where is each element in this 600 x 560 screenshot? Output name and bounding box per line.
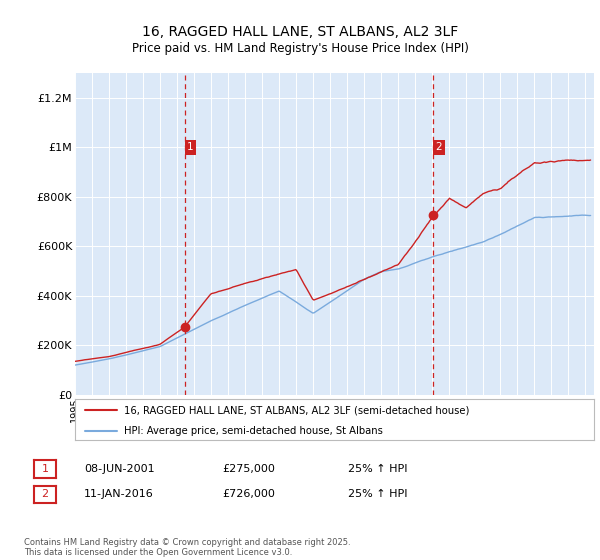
Text: 1: 1 <box>187 142 194 152</box>
Text: 2: 2 <box>41 489 49 500</box>
Text: 11-JAN-2016: 11-JAN-2016 <box>84 489 154 500</box>
Text: 2: 2 <box>436 142 442 152</box>
Text: 16, RAGGED HALL LANE, ST ALBANS, AL2 3LF: 16, RAGGED HALL LANE, ST ALBANS, AL2 3LF <box>142 25 458 39</box>
Text: 08-JUN-2001: 08-JUN-2001 <box>84 464 155 474</box>
Text: £275,000: £275,000 <box>222 464 275 474</box>
Text: 16, RAGGED HALL LANE, ST ALBANS, AL2 3LF (semi-detached house): 16, RAGGED HALL LANE, ST ALBANS, AL2 3LF… <box>124 405 470 415</box>
Text: 25% ↑ HPI: 25% ↑ HPI <box>348 489 407 500</box>
Text: 1: 1 <box>41 464 49 474</box>
Text: Price paid vs. HM Land Registry's House Price Index (HPI): Price paid vs. HM Land Registry's House … <box>131 42 469 55</box>
Text: Contains HM Land Registry data © Crown copyright and database right 2025.
This d: Contains HM Land Registry data © Crown c… <box>24 538 350 557</box>
Text: 25% ↑ HPI: 25% ↑ HPI <box>348 464 407 474</box>
Text: £726,000: £726,000 <box>222 489 275 500</box>
Text: HPI: Average price, semi-detached house, St Albans: HPI: Average price, semi-detached house,… <box>124 426 383 436</box>
